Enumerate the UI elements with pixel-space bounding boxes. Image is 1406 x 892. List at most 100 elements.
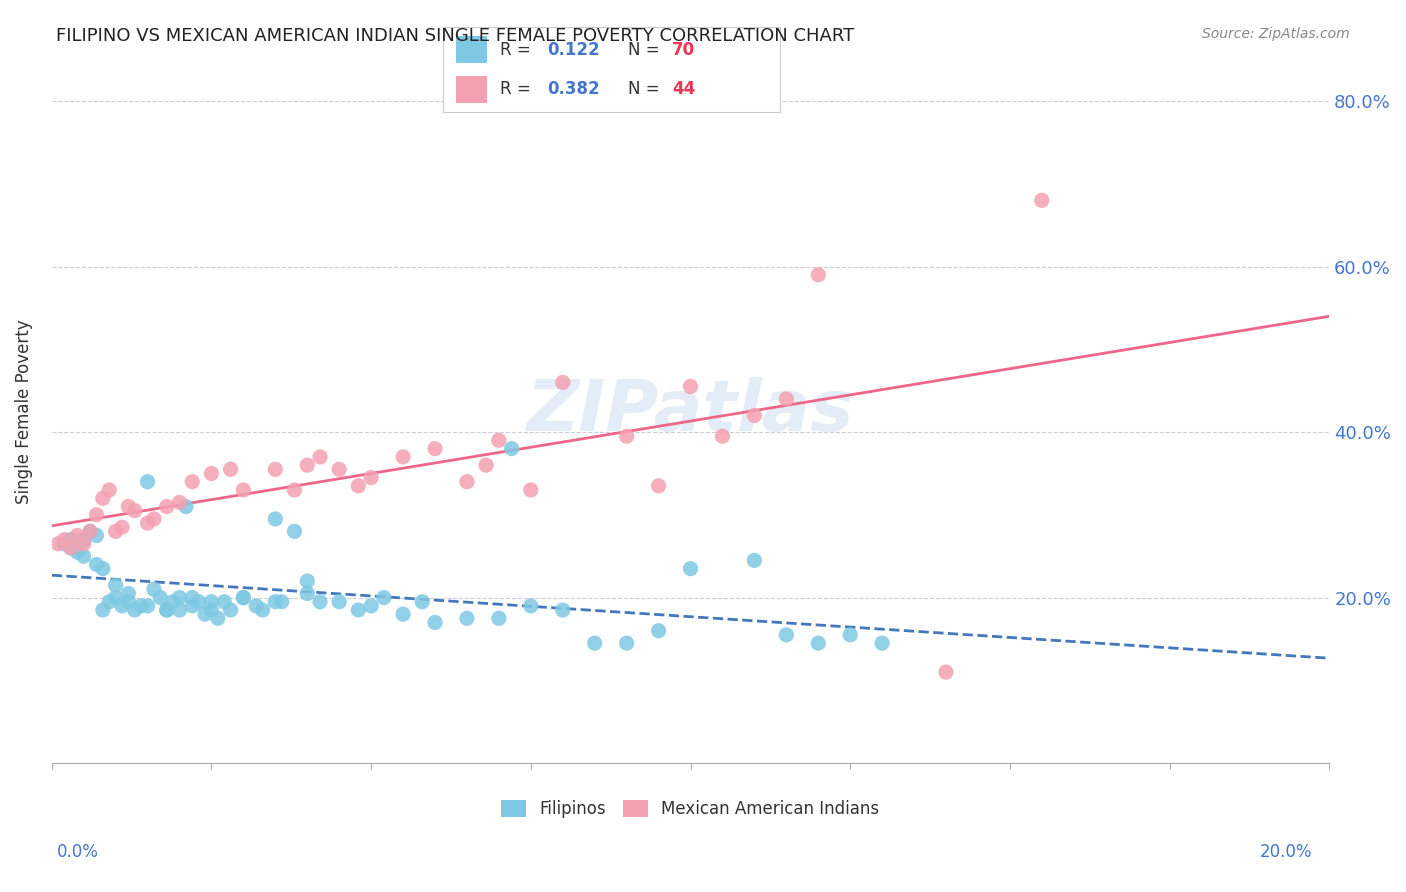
Point (679, 561, 702, 575)
Point (207, 611, 229, 625)
Point (616, 429, 638, 443)
Point (328, 595, 350, 609)
Point (79, 524, 101, 539)
Point (744, 553, 766, 567)
Text: N =: N = (628, 41, 665, 59)
Point (456, 475, 478, 489)
Text: 70: 70 (672, 41, 696, 59)
Y-axis label: Single Female Poverty: Single Female Poverty (15, 319, 32, 504)
Point (807, 268, 830, 282)
Point (91, 603, 114, 617)
Point (79, 524, 101, 539)
Point (679, 379, 702, 393)
Point (520, 599, 543, 613)
Point (117, 595, 139, 609)
Point (200, 595, 222, 609)
Point (111, 520, 134, 534)
Point (360, 599, 382, 613)
Point (347, 603, 370, 617)
Point (66, 545, 89, 559)
Point (86, 528, 108, 542)
Point (174, 500, 197, 514)
Point (142, 512, 165, 526)
Point (91, 561, 114, 575)
Point (297, 574, 319, 588)
Point (616, 636, 638, 650)
Point (775, 392, 797, 406)
Point (475, 458, 498, 472)
Point (104, 591, 127, 605)
Point (488, 611, 510, 625)
Point (807, 636, 830, 650)
Point (212, 595, 235, 609)
Point (423, 442, 446, 456)
Point (551, 603, 574, 617)
Point (744, 409, 766, 423)
Point (142, 582, 165, 597)
Point (73, 537, 96, 551)
Text: 0.122: 0.122 (547, 41, 600, 59)
Point (839, 628, 862, 642)
Point (870, 636, 893, 650)
Point (520, 483, 543, 497)
Point (98, 595, 121, 609)
Point (219, 462, 242, 476)
Point (136, 475, 159, 489)
Point (53, 537, 76, 551)
Point (935, 665, 957, 679)
Point (711, 429, 734, 443)
Point (232, 591, 254, 605)
Text: Source: ZipAtlas.com: Source: ZipAtlas.com (1202, 27, 1350, 41)
Point (53, 533, 76, 547)
Point (104, 524, 127, 539)
Point (187, 595, 209, 609)
Point (124, 603, 146, 617)
Point (232, 483, 254, 497)
Point (647, 624, 669, 638)
Text: 0.0%: 0.0% (56, 843, 98, 861)
Point (411, 595, 433, 609)
Point (86, 508, 108, 522)
Legend: Filipinos, Mexican American Indians: Filipinos, Mexican American Indians (495, 794, 886, 825)
Point (200, 467, 222, 481)
Point (264, 512, 287, 526)
Point (373, 591, 395, 605)
Point (309, 450, 332, 464)
Point (501, 442, 523, 456)
Point (181, 475, 204, 489)
Point (136, 516, 159, 530)
Text: ZIPatlas: ZIPatlas (527, 376, 855, 446)
Point (111, 599, 134, 613)
Point (360, 470, 382, 484)
Point (181, 599, 204, 613)
Text: 0.382: 0.382 (547, 80, 600, 98)
Point (169, 603, 191, 617)
Point (347, 479, 370, 493)
FancyBboxPatch shape (457, 36, 486, 63)
Point (647, 479, 669, 493)
Point (91, 491, 114, 506)
Point (117, 586, 139, 600)
Point (117, 500, 139, 514)
Point (59, 541, 82, 555)
Point (245, 599, 267, 613)
Point (73, 549, 96, 564)
Point (456, 611, 478, 625)
Point (583, 636, 606, 650)
Point (66, 528, 89, 542)
Point (232, 591, 254, 605)
Point (46, 537, 69, 551)
Point (124, 504, 146, 518)
Point (297, 586, 319, 600)
Point (392, 450, 415, 464)
Point (309, 595, 332, 609)
Point (270, 595, 292, 609)
Point (551, 376, 574, 390)
Point (156, 603, 179, 617)
Point (98, 483, 121, 497)
Point (423, 615, 446, 630)
Text: FILIPINO VS MEXICAN AMERICAN INDIAN SINGLE FEMALE POVERTY CORRELATION CHART: FILIPINO VS MEXICAN AMERICAN INDIAN SING… (56, 27, 855, 45)
Point (156, 603, 179, 617)
Point (73, 533, 96, 547)
Point (200, 603, 222, 617)
